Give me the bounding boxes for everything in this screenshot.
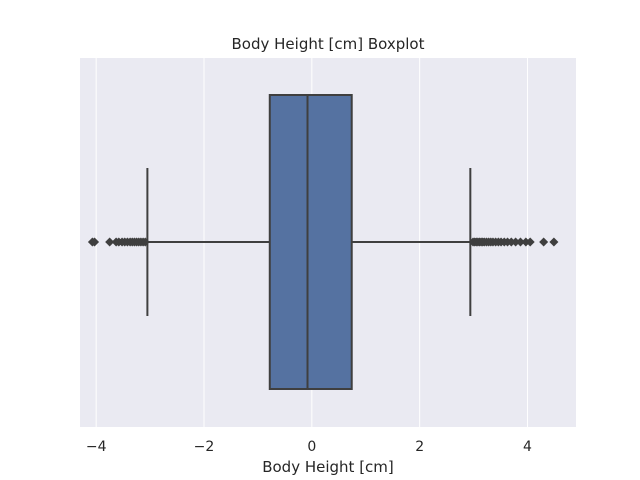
- x-tick-label: 0: [307, 439, 316, 455]
- outlier-point: [140, 237, 150, 247]
- x-axis-label: Body Height [cm]: [262, 458, 394, 476]
- boxplot-box: [146, 94, 472, 390]
- x-tick-label: 4: [523, 439, 532, 455]
- outlier-points: [87, 237, 559, 247]
- x-tick-label: 2: [415, 439, 424, 455]
- outlier-point: [105, 237, 115, 247]
- outlier-point: [525, 237, 535, 247]
- x-tick-label: −4: [86, 439, 107, 455]
- outlier-point: [511, 237, 521, 247]
- outlier-point: [539, 237, 549, 247]
- x-tick-label: −2: [194, 439, 215, 455]
- box-iqr: [268, 94, 353, 390]
- chart-title: Body Height [cm] Boxplot: [232, 35, 425, 53]
- outlier-point: [515, 237, 525, 247]
- outlier-point: [90, 237, 100, 247]
- x-axis-ticks: −4 −2 0 2 4: [86, 439, 532, 455]
- outlier-point: [549, 237, 559, 247]
